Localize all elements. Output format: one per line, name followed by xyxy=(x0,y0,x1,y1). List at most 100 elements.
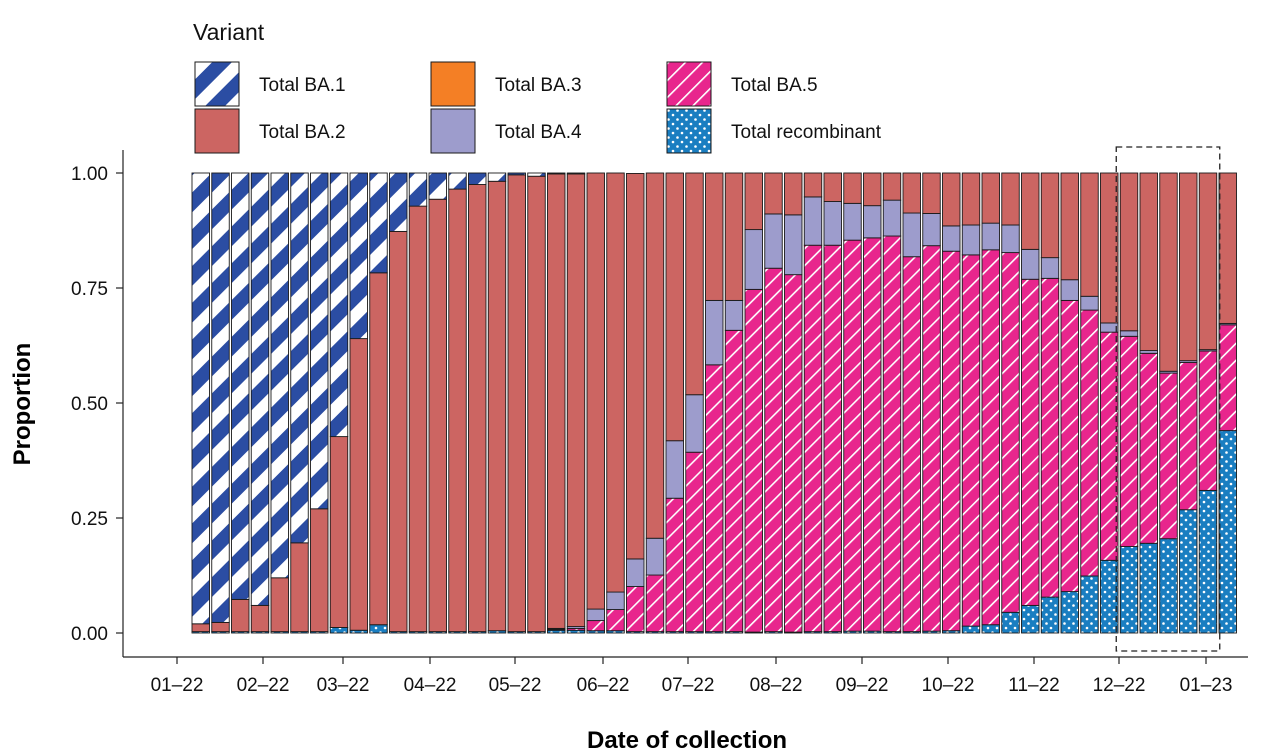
bar-segment xyxy=(250,604,270,633)
bar-segment xyxy=(1080,575,1099,634)
bar-stack xyxy=(250,172,270,634)
bar-stack xyxy=(724,172,744,634)
bar-segment xyxy=(1021,172,1040,250)
x-tick-label: 06–22 xyxy=(577,675,630,696)
bar-segment xyxy=(1080,309,1099,577)
bar-stack xyxy=(487,172,507,634)
bar-segment xyxy=(329,172,349,438)
legend-swatch xyxy=(666,108,712,154)
bar-segment xyxy=(1021,248,1040,280)
bar-segment xyxy=(744,172,763,231)
bar-stack xyxy=(764,172,783,634)
bar-segment xyxy=(507,174,526,633)
bar-segment xyxy=(566,172,586,175)
bar-segment xyxy=(764,267,783,633)
y-tick-label: 0.25 xyxy=(71,509,108,530)
x-tick-label: 02–22 xyxy=(237,675,290,696)
bar-segment xyxy=(1100,331,1119,561)
bar-segment xyxy=(369,272,388,626)
bar-segment xyxy=(468,184,487,633)
bar-segment xyxy=(329,436,349,628)
bar-segment xyxy=(803,196,823,246)
legend-swatch xyxy=(430,61,476,107)
legend-label: Total BA.3 xyxy=(495,75,582,96)
bar-segment xyxy=(882,172,902,201)
bar-segment xyxy=(527,172,546,177)
x-tick-label: 07–22 xyxy=(662,675,715,696)
bar-segment xyxy=(1040,277,1060,598)
bar-segment xyxy=(843,172,862,204)
y-tick-label: 1.00 xyxy=(71,164,108,185)
bar-segment xyxy=(922,213,941,247)
bar-segment xyxy=(231,172,250,600)
bar-segment xyxy=(1179,509,1198,634)
bar-segment xyxy=(1040,172,1060,259)
legend-swatch xyxy=(194,108,240,154)
bar-segment xyxy=(250,172,270,606)
bar-stack xyxy=(468,172,487,634)
bar-segment xyxy=(1159,172,1178,372)
bar-segment xyxy=(507,172,526,176)
bar-segment xyxy=(803,172,823,198)
bar-segment xyxy=(1119,335,1139,547)
legend: Variant Total BA.1 Total BA.2 Total BA.3 To… xyxy=(193,19,882,154)
bar-stack xyxy=(863,172,882,634)
x-tick-label: 12–22 xyxy=(1093,675,1146,696)
bar-segment xyxy=(1001,252,1020,613)
bar-stack xyxy=(586,172,605,634)
y-tick-label: 0.50 xyxy=(71,394,108,415)
bar-stack xyxy=(922,172,941,634)
bar-stack xyxy=(645,172,665,634)
bar-segment xyxy=(626,173,645,560)
bar-stack xyxy=(981,172,1000,634)
bar-segment xyxy=(586,620,605,632)
bar-segment xyxy=(349,338,368,631)
bar-stack xyxy=(290,172,309,634)
bar-stack xyxy=(191,172,210,634)
x-tick-label: 11–22 xyxy=(1008,675,1059,696)
bar-stack xyxy=(329,172,349,634)
bar-segment xyxy=(586,172,605,610)
bar-segment xyxy=(606,591,625,610)
bar-segment xyxy=(724,299,744,331)
bar-segment xyxy=(863,172,882,207)
bar-segment xyxy=(823,201,842,246)
x-tick-label: 03–22 xyxy=(317,675,370,696)
bar-segment xyxy=(349,172,368,340)
bar-segment xyxy=(408,205,428,633)
bar-segment xyxy=(408,172,428,207)
bar-segment xyxy=(863,205,882,239)
bar-segment xyxy=(863,237,882,632)
bar-stack xyxy=(349,172,368,634)
bar-stack xyxy=(685,172,704,634)
bar-segment xyxy=(1119,546,1139,634)
bar-segment xyxy=(823,172,842,202)
bar-stack xyxy=(448,172,467,634)
bar-segment xyxy=(211,172,230,623)
bar-segment xyxy=(981,172,1000,224)
bar-segment xyxy=(290,172,309,544)
bar-stack xyxy=(1060,172,1079,634)
bar-segment xyxy=(428,172,447,200)
bar-segment xyxy=(211,621,230,633)
bar-segment xyxy=(468,172,487,185)
bar-segment xyxy=(942,250,961,632)
bar-segment xyxy=(724,329,744,633)
bar-stack xyxy=(566,172,586,634)
bar-stack xyxy=(270,172,289,634)
bar-segment xyxy=(1060,591,1079,634)
bar-segment xyxy=(784,214,803,276)
bar-stack xyxy=(665,172,684,634)
bar-segment xyxy=(705,172,724,301)
bar-segment xyxy=(191,172,210,625)
bar-segment xyxy=(902,256,921,633)
bar-segment xyxy=(744,229,763,290)
bar-segment xyxy=(902,212,921,258)
x-tick-label: 08–22 xyxy=(750,675,803,696)
bar-segment xyxy=(764,172,783,215)
y-axis-title: Proportion xyxy=(9,343,36,466)
bar-stack xyxy=(606,172,625,634)
bar-segment xyxy=(922,172,941,214)
bar-segment xyxy=(606,172,625,593)
bar-segment xyxy=(961,254,981,627)
